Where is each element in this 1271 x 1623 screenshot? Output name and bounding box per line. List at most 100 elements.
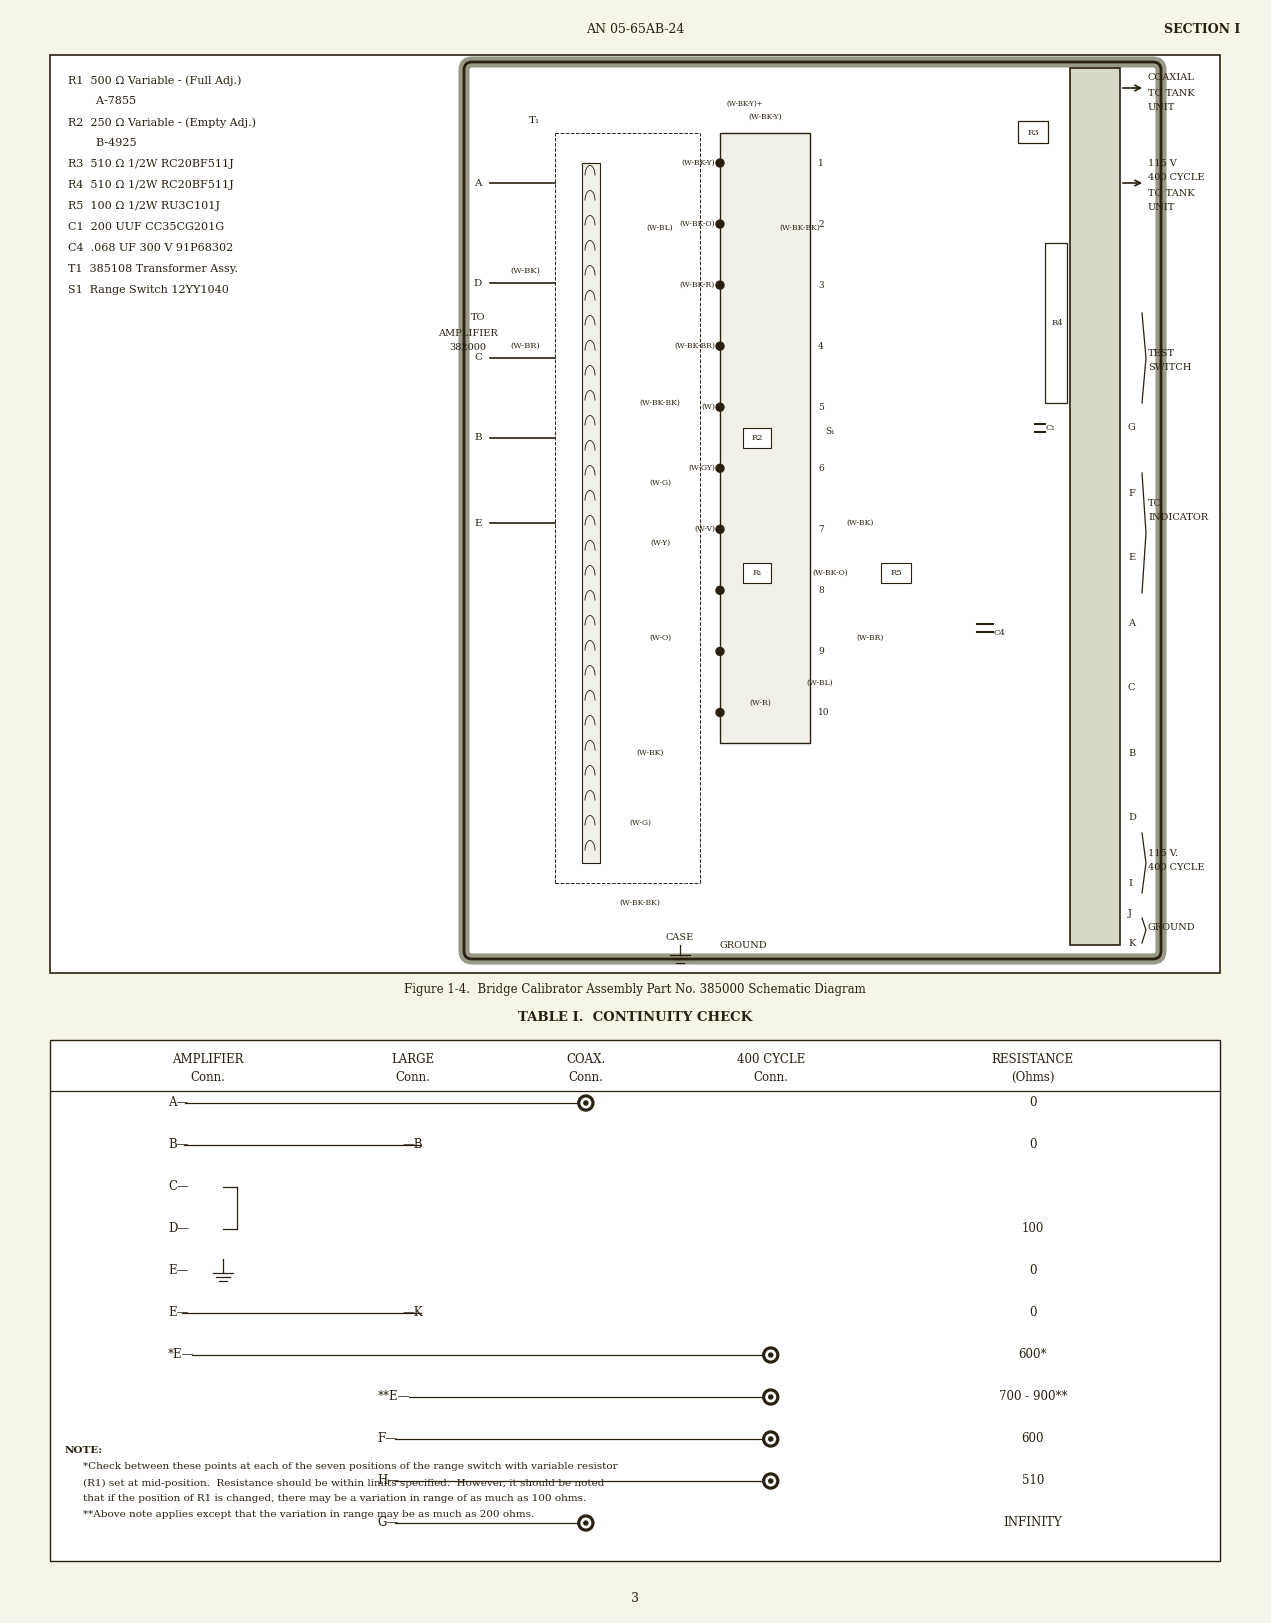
Text: (W-BK-BR): (W-BK-BR) [674,342,716,351]
Text: 510: 510 [1022,1475,1043,1488]
Text: INFINITY: INFINITY [1003,1516,1063,1529]
FancyBboxPatch shape [1045,243,1066,403]
FancyBboxPatch shape [744,428,771,448]
Circle shape [716,403,724,411]
Text: TO: TO [470,313,486,323]
Text: INDICATOR: INDICATOR [1148,513,1209,523]
Text: *Check between these points at each of the seven positions of the range switch w: *Check between these points at each of t… [83,1462,618,1472]
Text: AMPLIFIER: AMPLIFIER [438,328,498,338]
Text: 8: 8 [819,586,824,596]
Text: (W-BK-O): (W-BK-O) [812,570,848,578]
Circle shape [763,1389,779,1406]
Text: 2: 2 [819,219,824,229]
Circle shape [769,1396,773,1399]
Text: (W-BL): (W-BL) [647,224,674,232]
Text: Conn.: Conn. [191,1071,225,1084]
Circle shape [766,1393,775,1402]
Text: B—: B— [168,1138,188,1151]
Text: GROUND: GROUND [1148,923,1196,933]
Circle shape [583,1521,588,1526]
Text: C—: C— [168,1180,188,1193]
Text: (W-G): (W-G) [649,479,671,487]
Text: (W-BK): (W-BK) [637,748,663,756]
Text: **E—: **E— [377,1391,411,1404]
Text: AN 05-65AB-24: AN 05-65AB-24 [586,23,684,36]
Text: LARGE: LARGE [391,1053,435,1066]
Text: (W-Y): (W-Y) [649,539,670,547]
Text: (W-BR): (W-BR) [510,342,540,351]
Text: G—: G— [377,1516,399,1529]
Text: A: A [1127,618,1135,628]
Text: R₁: R₁ [752,570,761,578]
Text: S₁: S₁ [825,427,835,437]
Text: (W-BK-Y): (W-BK-Y) [749,114,782,122]
Text: F: F [1127,489,1135,498]
Text: —B: —B [403,1138,423,1151]
Text: 115 V: 115 V [1148,159,1177,167]
Circle shape [716,221,724,229]
Text: (W-BK-Y)+: (W-BK-Y)+ [727,101,764,109]
Text: (W-R): (W-R) [749,700,771,708]
Text: E—: E— [168,1264,188,1277]
Text: COAX.: COAX. [567,1053,605,1066]
Text: D: D [1127,813,1136,823]
FancyBboxPatch shape [582,162,600,863]
Text: R4  510 Ω 1/2W RC20BF511J: R4 510 Ω 1/2W RC20BF511J [69,180,234,190]
Circle shape [769,1436,773,1441]
Text: H—: H— [377,1475,399,1488]
Text: 0: 0 [1030,1264,1037,1277]
FancyBboxPatch shape [719,133,810,743]
Circle shape [769,1479,773,1483]
Text: 382000: 382000 [450,344,487,352]
Circle shape [763,1474,779,1488]
FancyBboxPatch shape [50,1040,1220,1561]
Text: 0: 0 [1030,1307,1037,1319]
Circle shape [766,1435,775,1444]
Text: R1  500 Ω Variable - (Full Adj.): R1 500 Ω Variable - (Full Adj.) [69,75,241,86]
Text: (W-BL): (W-BL) [807,678,834,687]
Text: 600*: 600* [1018,1349,1047,1362]
Text: 3: 3 [630,1592,639,1605]
Text: C1  200 UUF CC35CG201G: C1 200 UUF CC35CG201G [69,222,224,232]
Text: G: G [1127,424,1136,432]
Text: —K: —K [403,1307,423,1319]
Circle shape [716,526,724,534]
Text: E: E [474,518,482,527]
Circle shape [581,1099,591,1109]
Text: R2  250 Ω Variable - (Empty Adj.): R2 250 Ω Variable - (Empty Adj.) [69,117,255,128]
Text: (W-BR): (W-BR) [857,635,883,643]
FancyBboxPatch shape [744,563,771,583]
Text: A—: A— [168,1097,188,1110]
Text: Conn.: Conn. [395,1071,430,1084]
Text: 400 CYCLE: 400 CYCLE [737,1053,805,1066]
Text: Conn.: Conn. [568,1071,604,1084]
Circle shape [583,1100,588,1105]
Text: D: D [474,279,482,287]
Text: AMPLIFIER: AMPLIFIER [172,1053,244,1066]
Text: (W-BK-BK): (W-BK-BK) [779,224,821,232]
Text: (W): (W) [702,403,716,411]
Text: TO TANK: TO TANK [1148,188,1195,198]
Text: A: A [474,179,482,188]
Text: 400 CYCLE: 400 CYCLE [1148,174,1205,182]
Circle shape [716,648,724,656]
Text: SWITCH: SWITCH [1148,364,1191,373]
Circle shape [716,342,724,351]
Text: A-7855: A-7855 [69,96,136,105]
Text: (W-O): (W-O) [649,635,671,643]
Text: (W-BK-BK): (W-BK-BK) [639,399,680,407]
Text: Conn.: Conn. [754,1071,788,1084]
Text: CASE: CASE [666,933,694,943]
Text: (W-BK-R): (W-BK-R) [680,281,716,289]
Text: R4: R4 [1051,320,1063,326]
Text: (W-BK-BK): (W-BK-BK) [619,899,661,907]
FancyBboxPatch shape [1070,68,1120,945]
Text: T₁: T₁ [529,115,540,125]
Text: J: J [1127,909,1132,917]
Text: that if the position of R1 is changed, there may be a variation in range of as m: that if the position of R1 is changed, t… [83,1495,586,1503]
FancyBboxPatch shape [1018,122,1049,143]
Text: C4  .068 UF 300 V 91P68302: C4 .068 UF 300 V 91P68302 [69,243,234,253]
Circle shape [716,586,724,594]
Text: RESISTANCE: RESISTANCE [991,1053,1074,1066]
Text: SECTION I: SECTION I [1164,23,1240,36]
